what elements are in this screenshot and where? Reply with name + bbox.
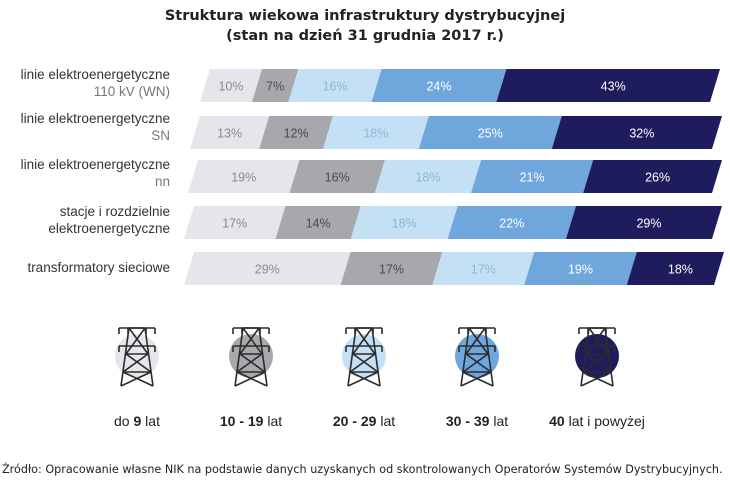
row-label-wn: linie elektroenergetyczne 110 kV (WN) [21,66,170,100]
bar-value-label-row2-series1: 16% [325,171,350,185]
bar-value-label-row4-series4: 18% [668,263,693,277]
bar-value-label-row4-series3: 19% [568,263,593,277]
bar-segment-row2-series1 [289,160,385,193]
bar-value-label-row0-series2: 16% [322,80,347,94]
row-label-transformatory: transformatory sieciowe [27,259,170,276]
bar-segment-row3-series2 [350,206,458,239]
bar-value-label-row0-series3: 24% [426,80,451,94]
bar-value-label-row2-series4: 26% [645,171,670,185]
source-note: Źródło: Opracowanie własne NIK na podsta… [2,463,723,476]
bar-value-label-row4-series1: 17% [379,263,404,277]
row-label-stacje-line1: stacje i rozdzielnie [59,204,170,219]
legend-label-3: 30 - 39 lat [445,413,509,429]
bar-value-label-row1-series4: 32% [629,127,654,141]
row-label-nn: linie elektroenergetyczne nn [21,156,170,190]
bar-segment-row2-series0 [188,160,300,193]
bar-value-label-row1-series2: 18% [363,127,388,141]
legend-label-1: 10 - 19 lat [219,413,283,429]
bar-segment-row2-series4 [583,160,722,193]
bar-segment-row3-series4 [565,206,722,239]
tower-icon-4 [575,327,619,387]
bar-segment-row0-series3 [371,69,507,102]
bar-segment-row2-series3 [471,160,594,193]
row-label-wn-line2: 110 kV (WN) [93,84,170,99]
row-label-sn-line1: linie elektroenergetyczne [20,111,170,126]
chart-title-line2: (stan na dzień 31 grudnia 2017 r.) [226,28,504,44]
bar-value-label-row2-series3: 21% [520,171,545,185]
legend-label-4: 40 lat i powyżej [549,413,645,429]
bar-segment-row4-series2 [432,252,535,285]
tower-icon-0 [115,327,159,387]
bar-value-label-row0-series0: 10% [218,80,243,94]
bar-value-label-row3-series1: 14% [306,217,331,231]
legend-label-2: 20 - 29 lat [332,413,396,429]
bar-value-label-row3-series2: 18% [392,217,417,231]
bar-segment-row1-series4 [551,116,722,149]
bar-segment-row4-series1 [340,252,443,285]
bar-segment-row1-series0 [190,116,270,149]
bar-segment-row4-series3 [524,252,637,285]
bar-value-label-row4-series2: 17% [471,263,496,277]
row-label-stacje-line2: elektroenergetyczne [48,221,170,236]
bar-segment-row0-series2 [288,69,382,102]
bar-segment-row1-series2 [323,116,429,149]
bar-value-label-row4-series0: 29% [255,263,280,277]
legend-label-0: do 9 lat [114,413,160,429]
chart-title-line1: Struktura wiekowa infrastruktury dystryb… [164,8,566,24]
row-label-transformatory-line1: transformatory sieciowe [27,260,170,275]
tower-icon-3 [455,327,499,387]
bar-value-label-row2-series2: 18% [415,171,440,185]
row-label-nn-line2: nn [154,174,170,189]
bar-value-label-row0-series4: 43% [601,80,626,94]
bar-segment-row1-series3 [418,116,562,149]
bar-value-label-row1-series3: 25% [478,127,503,141]
row-label-stacje: stacje i rozdzielnie elektroenergetyczne [48,203,170,237]
row-label-sn-line2: SN [151,128,170,143]
bar-value-label-row3-series0: 17% [222,217,247,231]
bar-segment-row1-series1 [259,116,333,149]
bar-value-label-row0-series1: 7% [266,80,284,94]
bar-segment-row0-series4 [496,69,720,102]
tower-icon-1 [229,327,273,387]
bar-segment-row0-series1 [252,69,299,102]
bar-value-label-row3-series4: 29% [636,217,661,231]
row-label-sn: linie elektroenergetyczne SN [21,110,170,144]
bar-segment-row4-series4 [626,252,724,285]
row-label-wn-line1: linie elektroenergetyczne [20,67,170,82]
bar-value-label-row2-series0: 19% [231,171,256,185]
bar-value-label-row1-series1: 12% [284,127,309,141]
chart-title: Struktura wiekowa infrastruktury dystryb… [0,6,730,46]
bar-segment-row2-series2 [374,160,482,193]
bar-segment-row3-series3 [447,206,576,239]
bar-segment-row3-series0 [184,206,286,239]
bar-segment-row4-series0 [184,252,351,285]
tower-icon-2 [342,327,386,387]
bar-segment-row0-series0 [200,69,262,102]
bar-value-label-row1-series0: 13% [217,127,242,141]
row-label-nn-line1: linie elektroenergetyczne [20,157,170,172]
bar-segment-row3-series1 [275,206,361,239]
bar-value-label-row3-series3: 22% [499,217,524,231]
